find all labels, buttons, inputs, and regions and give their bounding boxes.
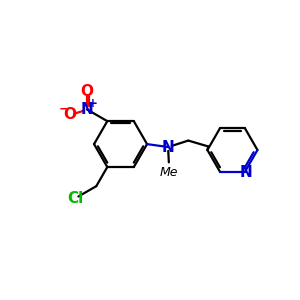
Text: N: N [80,102,93,117]
Text: N: N [162,140,175,154]
Text: Cl: Cl [67,191,84,206]
Text: Me: Me [160,166,178,179]
Text: N: N [239,165,252,180]
Text: O: O [63,107,76,122]
Text: −: − [59,103,70,116]
Text: +: + [88,97,98,110]
Text: O: O [80,84,93,99]
